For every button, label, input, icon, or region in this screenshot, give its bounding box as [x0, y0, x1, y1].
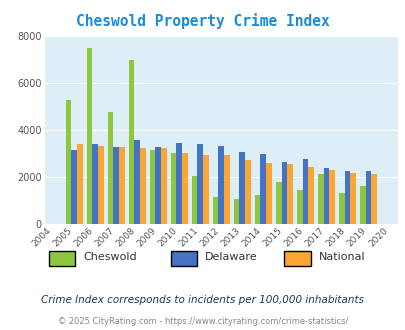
- Bar: [266, 163, 271, 224]
- Bar: [370, 174, 376, 224]
- Bar: [350, 173, 355, 224]
- Bar: [317, 174, 323, 224]
- Bar: [218, 146, 224, 224]
- Bar: [328, 170, 334, 224]
- Bar: [275, 182, 281, 224]
- Bar: [149, 150, 155, 224]
- Bar: [155, 147, 161, 224]
- Bar: [98, 146, 103, 224]
- Bar: [66, 100, 71, 224]
- Bar: [197, 145, 202, 224]
- Bar: [233, 199, 239, 224]
- Bar: [161, 148, 166, 224]
- Bar: [344, 171, 350, 224]
- Bar: [86, 48, 92, 224]
- Bar: [202, 155, 208, 224]
- Bar: [191, 176, 197, 224]
- Text: Cheswold: Cheswold: [83, 252, 136, 262]
- Bar: [107, 112, 113, 224]
- Text: National: National: [318, 252, 364, 262]
- Bar: [365, 172, 370, 224]
- Bar: [92, 145, 98, 224]
- Bar: [260, 154, 266, 224]
- Bar: [323, 168, 328, 224]
- Bar: [296, 190, 302, 224]
- Bar: [212, 197, 218, 224]
- Bar: [359, 186, 365, 224]
- Bar: [281, 162, 286, 224]
- Bar: [302, 159, 307, 224]
- Bar: [245, 160, 250, 224]
- Bar: [224, 155, 229, 224]
- Bar: [239, 151, 245, 224]
- Bar: [140, 148, 145, 224]
- Bar: [338, 193, 344, 224]
- Text: Cheswold Property Crime Index: Cheswold Property Crime Index: [76, 14, 329, 29]
- Bar: [170, 153, 176, 224]
- Bar: [119, 147, 124, 224]
- Text: © 2025 CityRating.com - https://www.cityrating.com/crime-statistics/: © 2025 CityRating.com - https://www.city…: [58, 317, 347, 326]
- Text: Crime Index corresponds to incidents per 100,000 inhabitants: Crime Index corresponds to incidents per…: [41, 295, 364, 305]
- Bar: [128, 60, 134, 224]
- Bar: [134, 140, 140, 224]
- Bar: [113, 147, 119, 224]
- Text: Delaware: Delaware: [205, 252, 257, 262]
- Bar: [176, 143, 181, 224]
- Bar: [254, 195, 260, 224]
- Bar: [307, 167, 313, 224]
- Bar: [71, 150, 77, 224]
- Bar: [181, 153, 187, 224]
- Bar: [286, 164, 292, 224]
- Bar: [77, 145, 82, 224]
